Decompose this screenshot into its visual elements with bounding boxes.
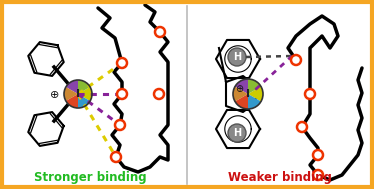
Wedge shape [78,94,90,108]
Circle shape [305,89,315,99]
Text: Stronger binding: Stronger binding [34,170,146,184]
Circle shape [228,48,246,66]
Text: $\oplus$: $\oplus$ [49,88,59,99]
Wedge shape [66,94,78,108]
Text: Weaker binding: Weaker binding [228,170,332,184]
Circle shape [297,122,307,132]
Text: I: I [76,89,80,99]
Circle shape [117,89,127,99]
Circle shape [313,170,323,180]
Circle shape [313,150,323,160]
Text: H: H [233,128,241,138]
Text: H: H [233,52,241,62]
Circle shape [117,58,127,68]
Wedge shape [248,87,263,101]
Wedge shape [248,94,261,109]
Circle shape [154,89,164,99]
Circle shape [291,55,301,65]
Wedge shape [233,87,248,101]
Wedge shape [235,94,248,109]
Wedge shape [78,87,92,101]
Circle shape [228,124,246,142]
Wedge shape [66,80,78,94]
Circle shape [111,152,121,162]
Text: I: I [246,89,250,99]
Circle shape [115,120,125,130]
Wedge shape [78,80,90,94]
Wedge shape [235,79,248,94]
Wedge shape [64,87,78,101]
Wedge shape [248,79,261,94]
Text: $\oplus$: $\oplus$ [235,83,245,94]
Circle shape [155,27,165,37]
